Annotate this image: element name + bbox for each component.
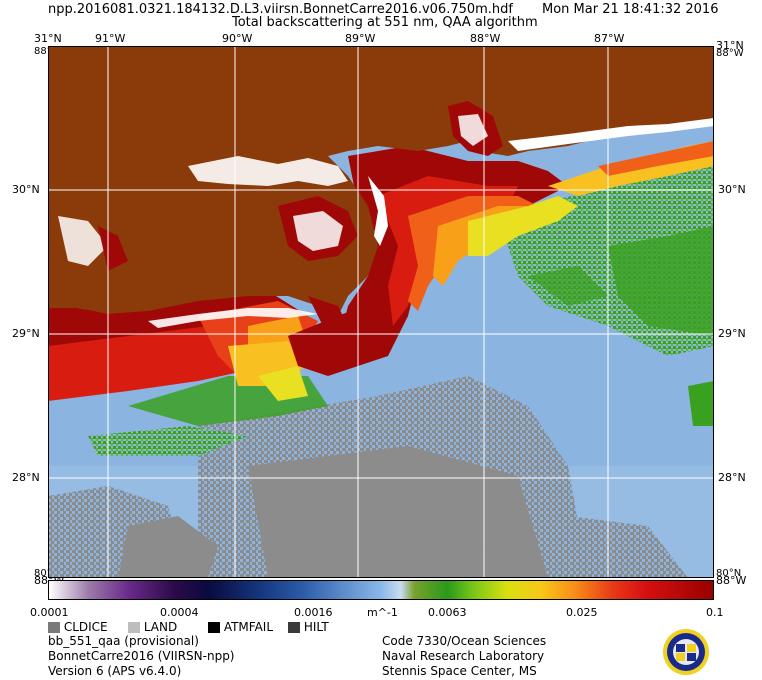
- lat-label-30n-left: 30°N: [12, 183, 40, 196]
- corner-lat-top-right: 31°N: [716, 39, 744, 52]
- corner-lon-bottom-right: 88°W: [716, 574, 747, 587]
- colorbar-tick-0063: 0.0063: [428, 606, 467, 619]
- org-location: Stennis Space Center, MS: [382, 664, 537, 678]
- colorbar-tick-min: 0.0001: [30, 606, 69, 619]
- legend-swatch: [288, 622, 300, 633]
- lon-label-88w: 88°W: [470, 32, 501, 45]
- file-name: npp.2016081.0321.184132.D.L3.viirsn.Bonn…: [48, 2, 513, 17]
- turbid-plume: [48, 141, 714, 401]
- org-code: Code 7330/Ocean Sciences: [382, 634, 547, 648]
- cloud-mask: [48, 376, 688, 578]
- version-info: Version 6 (APS v6.4.0): [48, 664, 182, 678]
- organization-info: Code 7330/Ocean Sciences Naval Research …: [382, 634, 546, 679]
- lat-label-29n-left: 29°N: [12, 327, 40, 340]
- colorbar-tick-025: 0.025: [566, 606, 598, 619]
- product-title: Total backscattering at 551 nm, QAA algo…: [232, 15, 538, 30]
- colorbar-tick-0004: 0.0004: [160, 606, 199, 619]
- graticule: [48, 46, 714, 578]
- legend-label: HILT: [303, 620, 329, 634]
- colorbar: [48, 580, 714, 600]
- corner-lat-top-left: 31°N: [34, 32, 62, 45]
- corner-lat-bottom-right: 80°N: [716, 568, 742, 579]
- org-name: Naval Research Laboratory: [382, 649, 545, 663]
- product-name: bb_551_qaa (provisional): [48, 634, 199, 648]
- lat-label-28n-left: 28°N: [12, 471, 40, 484]
- lon-label-89w: 89°W: [345, 32, 376, 45]
- colorbar-tick-max: 0.1: [706, 606, 724, 619]
- lon-label-87w: 87°W: [594, 32, 625, 45]
- legend-swatch: [128, 622, 140, 633]
- lat-label-29n-right: 29°N: [718, 327, 746, 340]
- legend-label: CLDICE: [63, 620, 108, 634]
- legend-land: LAND: [128, 620, 177, 634]
- land-mask: [48, 46, 714, 326]
- nrl-seal-icon: [663, 629, 709, 675]
- legend-cldice: CLDICE: [48, 620, 108, 634]
- legend-label: LAND: [143, 620, 178, 634]
- colorbar-tick-0016: 0.0016: [294, 606, 333, 619]
- legend-hilt: HILT: [288, 620, 329, 634]
- colorbar-units: m^-1: [367, 606, 398, 619]
- timestamp: Mon Mar 21 18:41:32 2016: [542, 2, 719, 17]
- lon-label-91w: 91°W: [95, 32, 126, 45]
- product-info: bb_551_qaa (provisional) BonnetCarre2016…: [48, 634, 235, 679]
- lat-label-28n-right: 28°N: [718, 471, 746, 484]
- corner-lat-bottom-left: 80°N: [34, 568, 60, 579]
- legend-swatch: [48, 622, 60, 633]
- lat-label-30n-right: 30°N: [718, 183, 746, 196]
- corner-lon-top-right: 88°W: [716, 48, 744, 59]
- corner-lon-top-left: 88°W: [34, 46, 62, 57]
- legend-atmfail: ATMFAIL: [208, 620, 273, 634]
- satellite-map[interactable]: [48, 46, 714, 578]
- legend-label: ATMFAIL: [223, 620, 274, 634]
- coastline: [58, 101, 714, 336]
- lon-label-90w: 90°W: [222, 32, 253, 45]
- region-sensor: BonnetCarre2016 (VIIRSN-npp): [48, 649, 235, 663]
- legend-swatch: [208, 622, 220, 633]
